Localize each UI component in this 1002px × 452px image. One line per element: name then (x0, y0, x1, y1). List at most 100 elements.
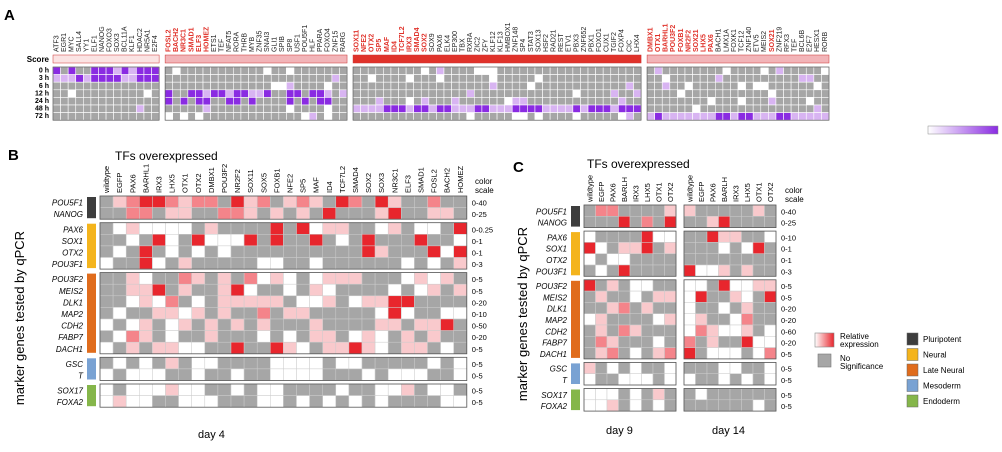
heatmap-cell (641, 253, 654, 266)
gene-label: NFE2 (361, 34, 368, 52)
group-frame (352, 66, 642, 121)
heatmap-cell (309, 283, 323, 297)
heatmap-cell (683, 230, 696, 243)
heatmap-cell (230, 341, 245, 355)
heatmap-cell (580, 97, 589, 106)
heatmap-cell (453, 234, 468, 247)
gene-label: TEF (219, 39, 226, 52)
heatmap-cell (414, 295, 428, 308)
heatmap-cell (458, 74, 468, 83)
heatmap-cell (367, 89, 377, 98)
heatmap-cell (451, 66, 460, 75)
column-label: LHX5 (743, 183, 752, 202)
heatmap-cell (179, 97, 189, 106)
heatmap-cell (367, 112, 377, 121)
heatmap-cell (606, 373, 619, 386)
column-label: SOX2 (364, 173, 373, 193)
heatmap-cell (316, 81, 325, 91)
heatmap-cell (511, 74, 521, 83)
heatmap-cell (504, 89, 513, 98)
heatmap-cell (752, 324, 765, 337)
heatmap-cell (230, 295, 245, 308)
heatmap-cell (453, 195, 468, 208)
gene-label: ZIC2 (475, 37, 482, 52)
heatmap-cell (610, 66, 619, 75)
heatmap-cell (580, 66, 589, 75)
heatmap-cell (191, 307, 206, 320)
gene-label: YY1 (84, 39, 91, 52)
heatmap-cell (112, 295, 127, 308)
heatmap-cell (270, 89, 280, 98)
heatmap-cell (90, 112, 99, 121)
heatmap-cell (527, 112, 536, 121)
heatmap-cell (414, 222, 428, 235)
heatmap-cell (474, 81, 483, 91)
heatmap-cell (496, 66, 505, 75)
heatmap-cell (374, 330, 389, 343)
heatmap-cell (263, 97, 272, 106)
heatmap-cell (684, 66, 693, 75)
heatmap-cell (335, 357, 350, 370)
heatmap-cell (375, 74, 384, 83)
heatmap-cell (210, 74, 219, 83)
heatmap-cell (453, 395, 468, 408)
heatmap-cell (764, 324, 777, 337)
heatmap-cell (768, 74, 777, 83)
heatmap-cell (348, 245, 363, 258)
heatmap-cell (729, 388, 742, 401)
heatmap-cell (139, 295, 153, 308)
group-frame (583, 204, 677, 229)
heatmap-cell (745, 81, 754, 91)
heatmap-cell (256, 395, 271, 408)
heatmap-cell (152, 395, 166, 408)
heatmap-cell (458, 112, 468, 121)
heatmap-cell (511, 97, 521, 106)
heatmap-cell (191, 341, 206, 355)
heatmap-cell (152, 295, 166, 308)
heatmap-cell (387, 395, 402, 408)
heatmap-cell (98, 81, 107, 91)
heatmap-cell (233, 112, 242, 121)
heatmap-cell (322, 222, 337, 235)
heatmap-cell (595, 216, 608, 228)
heatmap-cell (178, 330, 192, 343)
heatmap-cell (112, 341, 127, 355)
scale-label: 0-60 (781, 327, 796, 336)
heatmap-cell (296, 383, 310, 396)
heatmap-cell (745, 97, 754, 106)
heatmap-cell (737, 104, 746, 113)
heatmap-cell (151, 104, 160, 113)
heatmap-cell (496, 112, 505, 121)
heatmap-cell (322, 307, 337, 320)
heatmap-cell (296, 272, 310, 285)
heatmap-cell (760, 66, 769, 75)
heatmap-cell (496, 97, 505, 106)
heatmap-cell (191, 195, 206, 208)
heatmap-cell (752, 204, 765, 217)
heatmap-cell (125, 222, 140, 235)
heatmap-cell (309, 257, 323, 270)
heatmap-cell (706, 204, 719, 217)
heatmap-cell (210, 104, 219, 113)
heatmap-cell (143, 112, 152, 121)
group-frame (683, 204, 777, 229)
heatmap-cell (374, 257, 389, 270)
heatmap-cell (414, 257, 428, 270)
heatmap-cell (695, 302, 708, 314)
heatmap-cell (256, 368, 271, 381)
heatmap-cell (741, 253, 754, 266)
heatmap-cell (504, 74, 513, 83)
heatmap-cell (98, 97, 107, 106)
heatmap-cell (230, 257, 245, 270)
heatmap-cell (165, 357, 179, 370)
heatmap-cell (474, 89, 483, 98)
row-label: OTX2 (546, 256, 567, 265)
heatmap-cell (768, 81, 777, 91)
heatmap-cell (352, 74, 361, 83)
heatmap-cell (542, 81, 551, 91)
column-label: ELF3 (403, 175, 412, 193)
heatmap-cell (466, 97, 475, 106)
heatmap-cell (230, 383, 245, 396)
heatmap-cell (278, 81, 287, 91)
heatmap-cell (420, 104, 430, 113)
